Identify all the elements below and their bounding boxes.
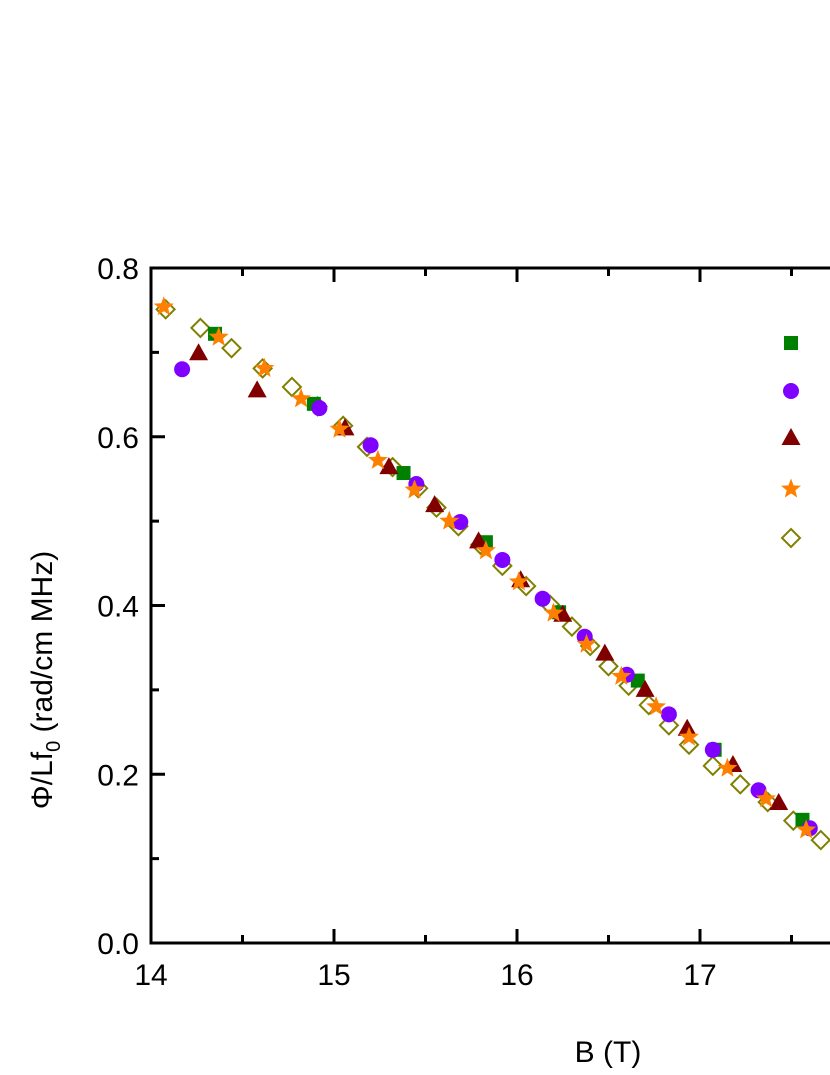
y-tick-label: 0.4 bbox=[97, 591, 139, 624]
y-tick-label: 0.8 bbox=[97, 253, 139, 286]
data-point-star bbox=[291, 388, 311, 408]
y-tick-label: 0.2 bbox=[97, 759, 139, 792]
data-point-diamond bbox=[678, 734, 700, 756]
y-axis-title-rest: (rad/cm MHz) bbox=[26, 551, 59, 741]
data-point-star bbox=[679, 726, 699, 746]
data-point-triangle bbox=[677, 718, 697, 736]
data-point-triangle bbox=[379, 457, 399, 475]
data-point-star bbox=[755, 788, 776, 808]
data-point-star bbox=[796, 819, 817, 839]
data-point-star bbox=[367, 449, 388, 469]
data-point-star bbox=[208, 326, 229, 346]
legend-symbol-square bbox=[784, 336, 798, 350]
data-point-triangle bbox=[189, 343, 209, 361]
data-points bbox=[153, 296, 830, 851]
x-tick-labels: 14 15 16 17 bbox=[134, 959, 716, 992]
x-tick-label: 17 bbox=[683, 959, 716, 992]
data-point-star bbox=[329, 418, 350, 438]
data-point-triangle bbox=[469, 531, 489, 549]
axis-ticks bbox=[149, 266, 793, 945]
data-point-triangle bbox=[769, 792, 789, 810]
data-point-diamond bbox=[189, 317, 211, 339]
legend-symbol-circle bbox=[783, 383, 799, 399]
y-axis-title-main: Φ/Lf bbox=[26, 751, 59, 809]
y-tick-label: 0.6 bbox=[97, 422, 139, 455]
data-point-star bbox=[254, 357, 275, 377]
y-axis-title-subscript: 0 bbox=[43, 741, 65, 752]
legend-symbol-diamond bbox=[780, 527, 802, 549]
data-point-circle bbox=[660, 706, 677, 723]
y-axis-title: Φ/Lf0 (rad/cm MHz) bbox=[26, 551, 65, 809]
data-point-circle bbox=[494, 551, 511, 568]
x-axis-title: B (T) bbox=[575, 1036, 642, 1069]
data-point-circle bbox=[534, 590, 551, 607]
data-point-star bbox=[404, 479, 425, 499]
data-point-star bbox=[717, 757, 738, 777]
data-point-square bbox=[396, 466, 411, 481]
data-point-circle bbox=[704, 741, 721, 758]
legend bbox=[780, 336, 802, 549]
data-point-triangle bbox=[247, 380, 267, 398]
data-point-triangle bbox=[425, 495, 445, 513]
data-point-triangle bbox=[595, 643, 615, 661]
plot-frame bbox=[149, 266, 830, 945]
data-point-diamond bbox=[281, 376, 303, 398]
data-point-diamond bbox=[810, 829, 830, 851]
data-point-diamond bbox=[702, 755, 724, 777]
data-point-star bbox=[508, 571, 529, 591]
data-point-diamond bbox=[221, 337, 242, 359]
x-tick-label: 16 bbox=[500, 959, 533, 992]
data-point-diamond bbox=[598, 655, 619, 677]
data-point-triangle bbox=[635, 679, 655, 697]
data-point-star bbox=[475, 540, 496, 560]
data-point-circle bbox=[750, 782, 767, 799]
legend-symbol-star bbox=[781, 478, 801, 498]
data-point-circle bbox=[174, 361, 191, 378]
y-tick-labels: 0.0 0.2 0.4 0.6 0.8 bbox=[97, 253, 139, 961]
data-point-star bbox=[153, 296, 174, 316]
data-point-star bbox=[543, 602, 564, 622]
y-tick-label: 0.0 bbox=[97, 928, 139, 961]
data-point-circle bbox=[311, 400, 328, 417]
data-point-star bbox=[646, 696, 667, 716]
x-tick-label: 14 bbox=[134, 959, 167, 992]
data-point-star bbox=[611, 665, 632, 685]
data-point-diamond bbox=[658, 714, 680, 736]
data-point-diamond bbox=[729, 773, 751, 795]
data-point-diamond bbox=[561, 616, 583, 638]
data-point-star bbox=[576, 633, 597, 653]
data-point-star bbox=[439, 510, 460, 530]
x-tick-label: 15 bbox=[317, 959, 350, 992]
legend-symbol-triangle bbox=[781, 428, 801, 445]
plot-border bbox=[149, 266, 830, 945]
data-point-circle bbox=[362, 437, 379, 454]
